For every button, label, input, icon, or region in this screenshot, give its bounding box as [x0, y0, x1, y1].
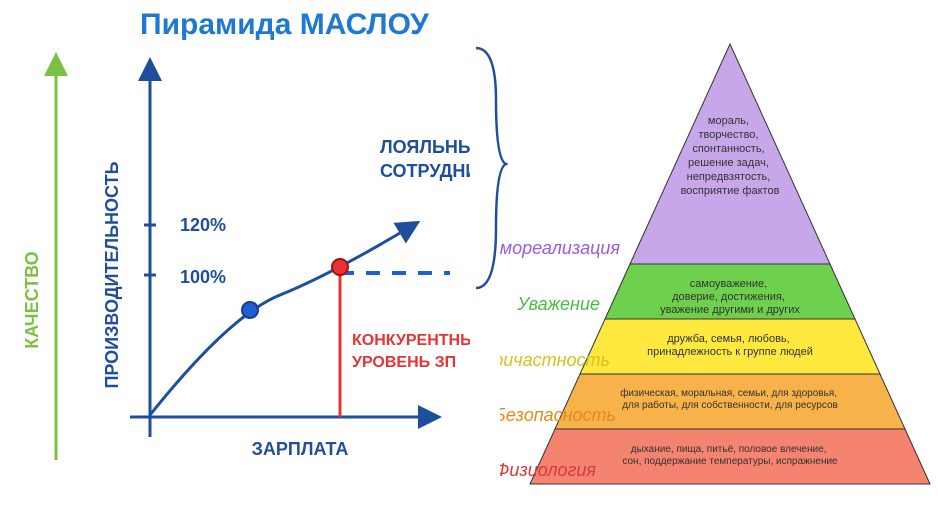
- maslow-pyramid: мораль, творчество, спонтанность, решени…: [500, 14, 938, 514]
- title-text: Пирамида МАСЛОУ: [140, 8, 429, 41]
- loyal-employee-l2: СОТРУДНИК: [380, 161, 470, 181]
- label-esteem: Уважение: [517, 294, 600, 314]
- competitive-salary-l2: УРОВЕНЬ ЗП: [352, 354, 456, 371]
- red-dot: [332, 259, 348, 275]
- loyal-employee-l1: ЛОЯЛЬНЫЙ: [380, 136, 470, 157]
- desc-physiology: дыхание, пища, питьё, половое влечение, …: [622, 444, 838, 467]
- chart-area: ПРОИЗВОДИТЕЛЬНОСТЬ ЗАРПЛАТА 120% 100% ЛО…: [70, 55, 470, 515]
- desc-belonging: дружба, семья, любовь, принадлежность к …: [647, 333, 813, 358]
- blue-dot: [242, 302, 258, 318]
- label-physiology: Физиология: [500, 460, 596, 480]
- competitive-salary-l1: КОНКУРЕНТНЫЙ: [352, 330, 470, 349]
- tick-100: 100%: [180, 267, 226, 287]
- growth-curve: [150, 227, 410, 415]
- label-belonging: Причастность: [500, 350, 610, 370]
- x-axis-label: ЗАРПЛАТА: [252, 439, 349, 459]
- label-self-actualization: Самореализация: [500, 238, 620, 258]
- label-safety: Безопасность: [500, 405, 616, 425]
- quality-axis: КАЧЕСТВО: [8, 50, 68, 510]
- y-axis-label: ПРОИЗВОДИТЕЛЬНОСТЬ: [102, 161, 122, 388]
- title: Пирамида МАСЛОУ: [140, 8, 429, 42]
- quality-axis-label: КАЧЕСТВО: [22, 251, 42, 348]
- tick-120: 120%: [180, 215, 226, 235]
